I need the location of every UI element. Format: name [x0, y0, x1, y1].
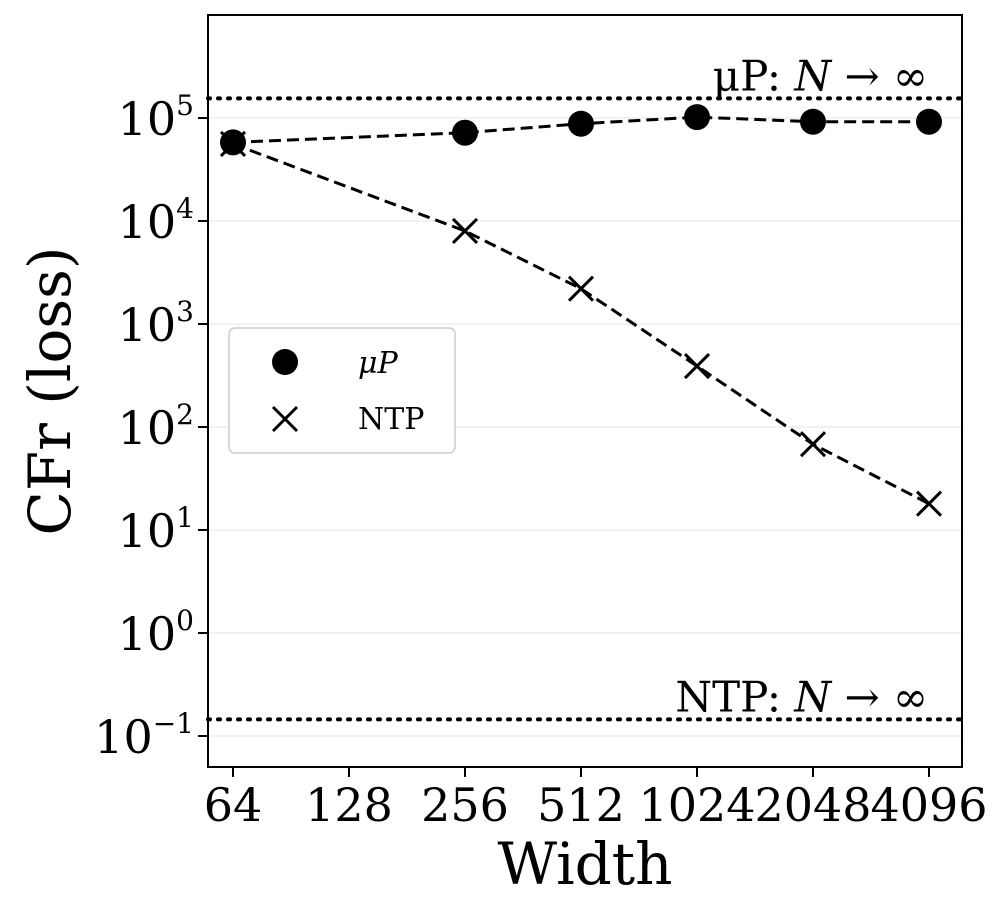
x-tick-label: 256 [421, 778, 509, 832]
x-tick-label: 2048 [754, 778, 871, 832]
data-point [915, 490, 943, 517]
y-tick-label: 103 [118, 295, 194, 352]
x-axis-label: Width [498, 830, 673, 898]
y-tick-label: 102 [118, 398, 194, 455]
reference-label: NTP: N → ∞ [675, 672, 928, 721]
legend: μP NTP [228, 327, 456, 454]
legend-marker-circle [272, 349, 298, 375]
y-tick-label: 104 [118, 192, 194, 249]
data-point [452, 119, 478, 146]
data-point [684, 104, 710, 131]
series-μP [220, 104, 942, 156]
series-layer [219, 104, 943, 517]
x-tick-label: 512 [537, 778, 625, 832]
data-point [916, 108, 942, 135]
data-point [799, 431, 827, 458]
x-tick-label: 64 [204, 778, 263, 832]
legend-label-mup: μP [358, 346, 398, 381]
data-point [451, 217, 479, 245]
data-point [800, 108, 826, 135]
reference-lines: μP: N → ∞ NTP: N → ∞ [206, 51, 964, 722]
y-tick-label: 105 [118, 89, 194, 146]
y-ticks: 10−1 100 101 102 103 104 105 [94, 89, 208, 764]
series-line [232, 115, 929, 144]
legend-marker-x [271, 405, 299, 433]
plot-frame [207, 14, 963, 768]
data-point [567, 275, 595, 302]
data-point [683, 353, 711, 380]
y-tick-label: 101 [118, 501, 194, 558]
y-axis-label: CFr (loss) [16, 246, 84, 535]
x-tick-label: 128 [305, 778, 393, 832]
data-point [219, 130, 247, 157]
data-point [568, 110, 594, 137]
reference-label: μP: N → ∞ [713, 51, 928, 100]
series-line [232, 142, 930, 506]
x-tick-label: 1024 [638, 778, 755, 832]
y-tick-label: 100 [118, 604, 194, 661]
x-tick-label: 4096 [870, 778, 987, 832]
legend-label-ntp: NTP [358, 402, 424, 437]
series-NTP [219, 130, 943, 517]
y-tick-label: 10−1 [94, 707, 194, 764]
